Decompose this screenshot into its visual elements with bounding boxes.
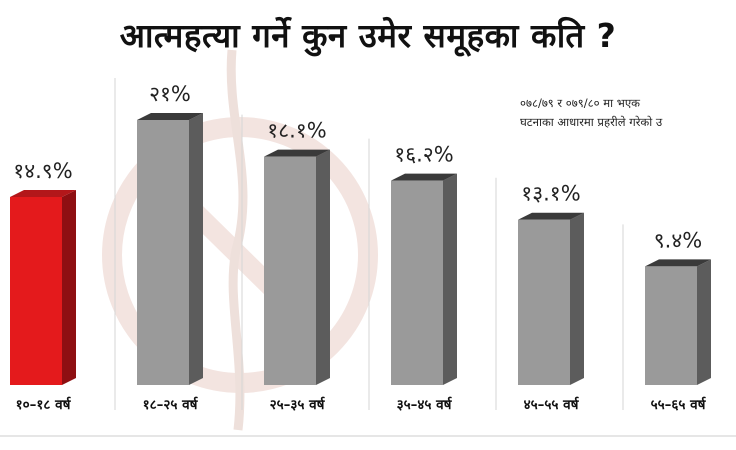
bar-front: [391, 180, 443, 385]
bar-side: [570, 212, 584, 385]
bar-5: [518, 212, 584, 385]
category-label: २५–३५ वर्ष: [270, 396, 326, 413]
bar-top: [10, 189, 76, 197]
value-label: १४.९%: [13, 159, 72, 183]
value-label: २१%: [149, 82, 191, 106]
bars: [10, 113, 711, 385]
source-note-line-1: ०७८/७९ र ०७९/८० मा भएक: [520, 96, 641, 110]
bar-top: [518, 212, 584, 220]
labels: १४.९% १०–१८ वर्ष २१% १८–२५ वर्ष १८.१% २५–३५ व…: [13, 82, 706, 413]
value-label: ९.४%: [654, 228, 702, 252]
category-label: ३५–४५ वर्ष: [397, 396, 453, 413]
bar-side: [443, 173, 457, 385]
category-label: ५५–६५ वर्ष: [651, 396, 707, 413]
source-note-line-2: घटनाका आधारमा प्रहरीले गरेको उ: [520, 115, 663, 129]
value-label: १८.१%: [267, 119, 326, 143]
bar-front: [10, 196, 62, 385]
chart-title: आत्महत्या गर्ने कुन उमेर समूहका कति ?: [119, 16, 617, 55]
bar-front: [518, 219, 570, 385]
bar-top: [137, 113, 203, 120]
bar-top: [645, 259, 711, 267]
bar-6: [645, 259, 711, 385]
column-dividers: [0, 78, 736, 437]
bar-front: [645, 266, 697, 385]
source-note: ०७८/७९ र ०७९/८० मा भएक घटनाका आधारमा प्र…: [520, 94, 736, 132]
bar-front: [137, 120, 189, 385]
value-label: १६.२%: [394, 143, 453, 167]
bar-top: [391, 173, 457, 181]
bar-3: [264, 149, 330, 385]
watermark-rope: [226, 49, 248, 431]
bar-4: [391, 173, 457, 385]
bar-2: [137, 113, 203, 385]
category-label: १८–२५ वर्ष: [143, 396, 199, 413]
category-label: १०–१८ वर्ष: [16, 396, 72, 413]
bar-side: [316, 149, 330, 385]
bar-1: [10, 189, 76, 385]
bar-front: [264, 156, 316, 385]
bar-side: [189, 113, 203, 385]
value-label: १३.१%: [521, 182, 580, 206]
bar-side: [697, 259, 711, 385]
bar-side: [62, 189, 76, 385]
bar-top: [264, 149, 330, 157]
category-label: ४५–५५ वर्ष: [524, 396, 580, 413]
